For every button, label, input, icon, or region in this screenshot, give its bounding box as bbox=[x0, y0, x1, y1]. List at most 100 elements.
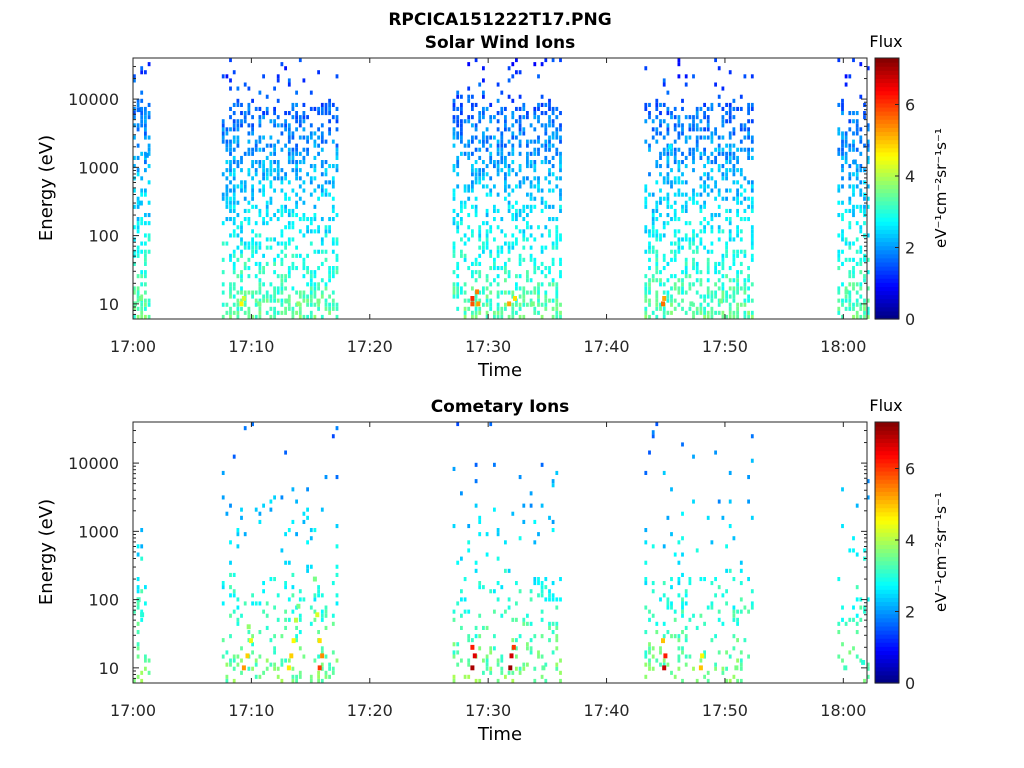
heatmap-cell bbox=[225, 184, 229, 189]
heatmap-cell bbox=[662, 470, 666, 475]
heatmap-cell bbox=[670, 257, 673, 262]
heatmap-cell bbox=[496, 192, 500, 197]
panel-solar-wind: Solar Wind Ions 17:00 17:10 17:20 17:30 17:4… bbox=[36, 32, 950, 381]
heatmap-cell bbox=[258, 306, 262, 311]
heatmap-cell bbox=[511, 217, 515, 222]
panel-title: Cometary Ions bbox=[431, 397, 570, 417]
heatmap-cell bbox=[474, 310, 478, 315]
heatmap-cell bbox=[265, 172, 269, 177]
heatmap-cell bbox=[291, 678, 295, 683]
heatmap-cell bbox=[699, 192, 703, 197]
heatmap-cell bbox=[262, 282, 265, 287]
heatmap-cell bbox=[276, 164, 280, 169]
heatmap-cell bbox=[320, 172, 324, 177]
heatmap-cell bbox=[331, 666, 335, 671]
heatmap-cell bbox=[485, 662, 489, 667]
heatmap-cell bbox=[692, 147, 695, 152]
heatmap-cell bbox=[837, 200, 841, 205]
heatmap-cell bbox=[309, 176, 313, 181]
heatmap-cell bbox=[677, 666, 681, 671]
heatmap-cell bbox=[537, 106, 540, 111]
heatmap-cell bbox=[734, 665, 739, 671]
heatmap-cell bbox=[644, 102, 648, 107]
heatmap-cell bbox=[309, 278, 313, 283]
heatmap-cell bbox=[677, 123, 681, 128]
heatmap-cell bbox=[511, 314, 515, 319]
heatmap-cell bbox=[136, 605, 140, 610]
heatmap-cell bbox=[463, 233, 467, 238]
heatmap-cell bbox=[732, 613, 736, 618]
heatmap-cell bbox=[280, 241, 284, 246]
heatmap-cell bbox=[677, 646, 681, 651]
heatmap-cell bbox=[306, 135, 309, 140]
heatmap-cell bbox=[302, 274, 306, 279]
heatmap-cell bbox=[714, 213, 717, 218]
heatmap-cell bbox=[695, 270, 699, 275]
heatmap-cell bbox=[504, 176, 507, 181]
heatmap-cell bbox=[699, 241, 703, 246]
heatmap-cell bbox=[659, 213, 662, 218]
heatmap-cell bbox=[243, 310, 247, 315]
heatmap-cell bbox=[229, 658, 232, 663]
heatmap-cell bbox=[489, 102, 493, 107]
heatmap-cell bbox=[140, 188, 144, 193]
heatmap-cell bbox=[493, 646, 496, 651]
heatmap-cell bbox=[504, 172, 507, 177]
heatmap-cell bbox=[280, 302, 284, 307]
heatmap-cell bbox=[229, 147, 232, 152]
heatmap-cell bbox=[136, 674, 140, 679]
heatmap-cell bbox=[291, 155, 295, 160]
heatmap-cell bbox=[144, 241, 147, 246]
heatmap-cell bbox=[236, 621, 240, 626]
heatmap-cell bbox=[317, 593, 320, 598]
heatmap-cell bbox=[474, 270, 478, 275]
heatmap-cell bbox=[229, 540, 232, 545]
heatmap-cell bbox=[276, 298, 280, 303]
colorbar-segment bbox=[875, 306, 899, 312]
heatmap-cell bbox=[703, 229, 706, 234]
heatmap-cell bbox=[265, 143, 269, 148]
heatmap-cell bbox=[313, 609, 317, 614]
heatmap-cell bbox=[273, 310, 276, 315]
heatmap-cell bbox=[232, 127, 236, 132]
heatmap-cell bbox=[144, 115, 147, 120]
heatmap-cell bbox=[841, 155, 844, 160]
heatmap-cell bbox=[280, 249, 284, 254]
heatmap-cell bbox=[286, 665, 291, 671]
heatmap-cell bbox=[452, 221, 456, 226]
colorbar-segment bbox=[875, 164, 899, 169]
heatmap-cell bbox=[721, 282, 725, 287]
heatmap-cell bbox=[537, 654, 540, 659]
heatmap-cell bbox=[298, 597, 302, 602]
heatmap-cell bbox=[294, 617, 298, 623]
heatmap-cell bbox=[474, 568, 478, 573]
heatmap-cell bbox=[666, 151, 670, 156]
heatmap-cell bbox=[287, 294, 291, 299]
heatmap-cell bbox=[291, 188, 295, 193]
heatmap-cell bbox=[452, 143, 456, 148]
heatmap-cell bbox=[670, 274, 673, 279]
heatmap-cell bbox=[551, 217, 555, 222]
heatmap-cell bbox=[460, 589, 463, 594]
heatmap-cell bbox=[526, 278, 529, 283]
heatmap-cell bbox=[837, 213, 841, 218]
heatmap-cell bbox=[659, 306, 662, 311]
heatmap-cell bbox=[725, 294, 728, 299]
heatmap-cell bbox=[262, 74, 265, 79]
heatmap-cell bbox=[551, 106, 555, 111]
colorbar-segment bbox=[875, 442, 899, 448]
heatmap-cell bbox=[555, 233, 559, 238]
heatmap-cell bbox=[677, 62, 681, 67]
heatmap-cell bbox=[243, 180, 247, 185]
heatmap-cell bbox=[313, 139, 317, 144]
heatmap-cell bbox=[489, 589, 493, 594]
heatmap-cell bbox=[306, 225, 309, 230]
heatmap-cell bbox=[706, 286, 710, 291]
heatmap-cell bbox=[695, 625, 699, 630]
heatmap-cell bbox=[467, 548, 471, 553]
heatmap-cell bbox=[666, 192, 670, 197]
heatmap-cell bbox=[295, 638, 298, 643]
heatmap-cell bbox=[254, 290, 258, 295]
heatmap-cell bbox=[236, 127, 240, 132]
